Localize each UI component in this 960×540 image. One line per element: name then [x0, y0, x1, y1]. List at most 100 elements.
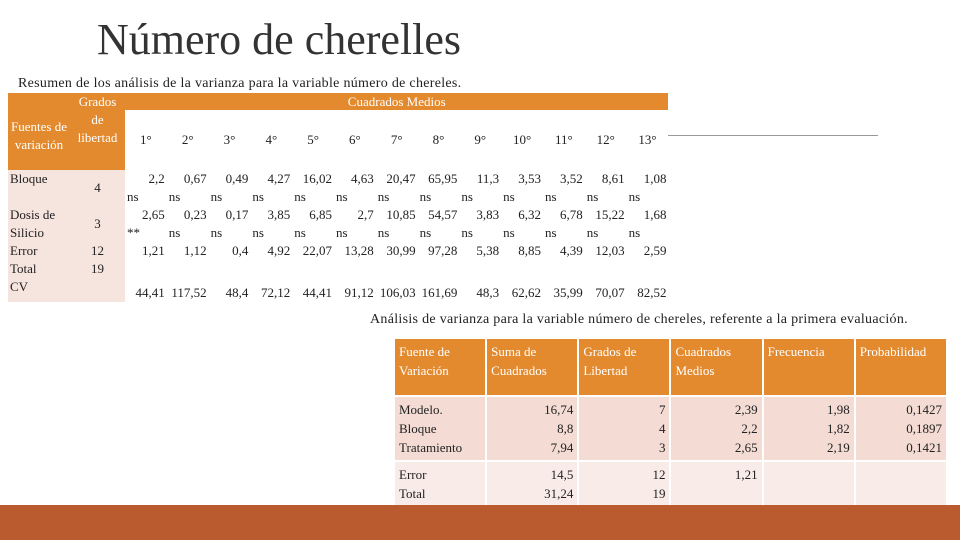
value: 6,78 — [560, 207, 583, 222]
value: 82,52 — [637, 285, 667, 300]
significance: ns — [419, 189, 432, 204]
cell — [501, 260, 543, 278]
cell: 117,52 — [167, 278, 209, 302]
significance: ns — [544, 225, 557, 240]
value: 16,02 — [302, 171, 332, 186]
cell: 97,28 — [418, 242, 460, 260]
value: 72,12 — [260, 285, 291, 300]
footer-bar — [0, 505, 960, 540]
value: Error — [399, 467, 427, 482]
cell: 0,17 ns — [209, 206, 251, 242]
value: 1,21 — [734, 467, 758, 482]
value: Total — [399, 486, 426, 501]
value: 4 — [658, 421, 666, 436]
value: 2,65 — [142, 207, 165, 222]
value: 7,94 — [550, 440, 574, 455]
value: 97,28 — [428, 243, 458, 258]
row: Total 19 — [8, 260, 668, 278]
value: 20,47 — [386, 171, 416, 186]
df-cell: 19 — [70, 260, 125, 278]
value: 8,8 — [557, 421, 574, 436]
value: 48,4 — [225, 285, 249, 300]
cell: 16,74 8,8 7,94 — [485, 395, 580, 462]
value: 12,03 — [595, 243, 625, 258]
row-label: CV — [8, 278, 70, 302]
value: 2,2 — [148, 171, 165, 186]
df-cell — [70, 278, 125, 302]
significance: ns — [168, 225, 181, 240]
cell: 20,47 ns — [376, 170, 418, 206]
value: 62,62 — [511, 285, 541, 300]
cell — [543, 260, 585, 278]
significance: ns — [294, 225, 306, 240]
row-group: Modelo. Bloque Tratamiento 16,74 8,8 7,94 7 4 3 2… — [392, 395, 949, 462]
cell: 1,21 — [669, 460, 764, 508]
cell: Modelo. Bloque Tratamiento — [392, 395, 488, 462]
cell: 3,83 ns — [459, 206, 501, 242]
cell: 12 19 — [577, 460, 672, 508]
cell: 13,28 — [334, 242, 376, 260]
df: 12 — [91, 243, 104, 258]
cell: 1,21 — [125, 242, 167, 260]
cell: 0,67 ns — [167, 170, 209, 206]
cell: 1,08 ns — [627, 170, 669, 206]
value: 2,59 — [643, 243, 667, 258]
value: Tratamiento — [399, 440, 463, 455]
cell — [209, 260, 251, 278]
value: 2,39 — [734, 402, 758, 417]
cell: 2,59 — [627, 242, 669, 260]
value: 12 — [652, 467, 666, 482]
row-group: Error Total 14,5 31,24 12 19 1,21 — [392, 460, 949, 508]
value: 0,67 — [183, 171, 207, 186]
value: 13,28 — [344, 243, 374, 258]
cell — [334, 260, 376, 278]
value: 2,7 — [357, 207, 374, 222]
row: Dosis de Silicio 3 2,65 ** 0,23 ns 0,17 ns 3,85 n… — [8, 206, 668, 242]
value: 10,85 — [386, 207, 416, 222]
significance: ns — [461, 189, 473, 204]
value: 4,92 — [267, 243, 291, 258]
column-header: 13° — [638, 132, 657, 147]
column-header: 10° — [512, 132, 532, 147]
cell: 14,5 31,24 — [485, 460, 580, 508]
value: 0,49 — [225, 171, 249, 186]
cell: 15,22 ns — [585, 206, 627, 242]
row-label: Error — [8, 242, 70, 260]
cell: 82,52 — [627, 278, 669, 302]
row: CV 44,41 117,52 48,4 72,12 44,41 91,12 106,03 16… — [8, 278, 668, 302]
cell: 2,65 ** — [125, 206, 167, 242]
cell: 1,12 — [167, 242, 209, 260]
column-header: 2° — [181, 132, 194, 147]
row-label: Total — [8, 260, 70, 278]
value: 5,38 — [476, 243, 500, 258]
column-header: 11° — [555, 132, 573, 147]
header-cell: Fuentes de variación — [8, 93, 70, 170]
cell: 54,57 ns — [418, 206, 460, 242]
value: 1,68 — [643, 207, 667, 222]
cell: 6,85 ns — [292, 206, 334, 242]
header-row: Fuente de Variación Suma de Cuadrados Grad… — [392, 337, 949, 397]
title: Número de cherelles — [97, 15, 462, 64]
header-row: Fuentes de variación Grados de libertad Cu… — [8, 93, 669, 170]
header-row: 1° 2° 3° 4° 5° 6° 7° 8° 9° 10° 11° 12° 13° — [8, 110, 668, 170]
value: Modelo. — [399, 402, 443, 417]
value: 0,1897 — [906, 421, 942, 436]
cell: 62,62 — [501, 278, 543, 302]
cell — [292, 260, 334, 278]
significance: ** — [127, 225, 140, 240]
value: 2,65 — [734, 440, 758, 455]
cell — [125, 260, 167, 278]
cell: 3,85 ns — [250, 206, 292, 242]
cell: 2,2 ns — [125, 170, 167, 206]
cell: 12,03 — [585, 242, 627, 260]
cell: 30,99 — [376, 242, 418, 260]
value: 4,27 — [267, 171, 291, 186]
value: 6,85 — [309, 207, 332, 222]
cell: 22,07 — [292, 242, 334, 260]
value: 31,24 — [544, 486, 574, 501]
value: 70,07 — [595, 285, 625, 300]
value: 7 — [658, 402, 666, 417]
value: 30,99 — [386, 243, 416, 258]
cell: 0,4 — [209, 242, 251, 260]
cell: 8,85 — [501, 242, 543, 260]
